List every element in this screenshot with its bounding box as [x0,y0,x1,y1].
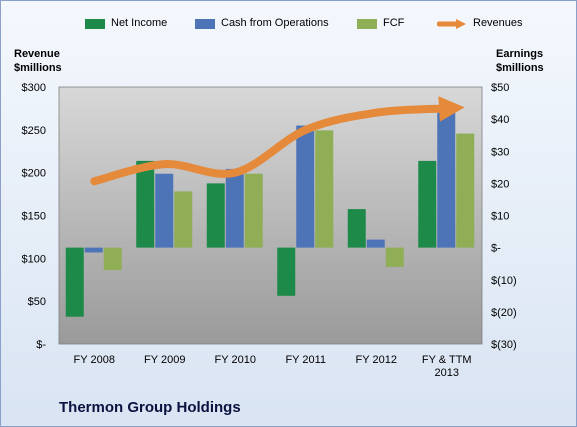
right-axis-title: Earnings $millions [496,47,544,75]
plot-area [58,86,483,345]
left-tick-label: $250 [22,125,46,137]
left-tick-label: $150 [22,211,46,223]
category-label: FY 2010 [215,354,256,366]
bar-net-income [277,247,296,296]
legend-label: Net Income [111,17,168,29]
right-tick-label: $(10) [491,275,517,287]
legend-label: Revenues [473,17,523,29]
right-tick-label: $30 [491,146,509,158]
left-axis-title-line: Revenue $millions [14,48,62,74]
category-label: FY & TTM 2013 [422,354,472,379]
bar-cash-from-operations [366,239,385,248]
legend-swatch [85,19,105,29]
chart-title: Thermon Group Holdings [59,399,241,416]
bar-net-income [418,160,437,248]
bar-net-income [65,247,84,317]
right-tick-label: $20 [491,178,509,190]
bar-cash-from-operations [155,173,174,248]
legend-label: Cash from Operations [221,17,329,29]
bar-net-income [206,183,225,248]
legend-swatch [357,19,377,29]
bar-net-income [347,209,366,248]
bar-fcf [385,247,404,267]
right-axis-title-line: Earnings $millions [496,48,544,74]
bar-fcf [244,173,263,248]
left-tick-label: $200 [22,168,46,180]
right-tick-label: $- [491,243,501,255]
right-tick-label: $10 [491,211,509,223]
category-label: FY 2011 [285,354,326,366]
right-tick-label: $40 [491,114,509,126]
left-tick-label: $50 [28,296,46,308]
legend-swatch [195,19,215,29]
category-label: FY 2009 [144,354,185,366]
legend-label: FCF [383,17,405,29]
bar-cash-from-operations [437,112,456,248]
bar-net-income [136,160,155,248]
right-tick-label: $50 [491,82,509,94]
legend-swatch [437,19,467,29]
bar-fcf [456,133,475,248]
left-tick-label: $100 [22,253,46,265]
bar-fcf [174,191,193,248]
bar-fcf [103,247,122,271]
left-axis-title: Revenue $millions [14,47,62,75]
bar-cash-from-operations [296,125,315,248]
category-label: FY 2012 [356,354,397,366]
right-tick-label: $(30) [491,339,517,351]
left-tick-label: $- [36,339,46,351]
bar-cash-from-operations [84,247,103,253]
right-tick-label: $(20) [491,307,517,319]
left-tick-label: $300 [22,82,46,94]
category-label: FY 2008 [74,354,115,366]
bar-fcf [315,130,334,248]
line-revenues [90,96,465,186]
bar-cash-from-operations [225,168,244,248]
